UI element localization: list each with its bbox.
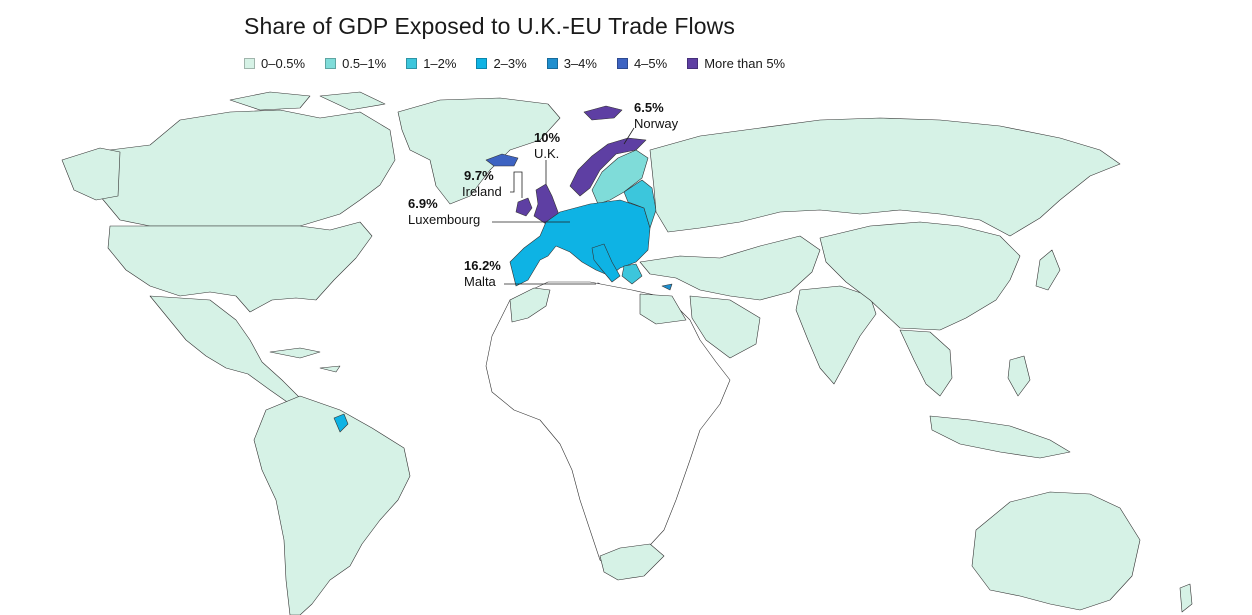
legend-label: 0–0.5% (261, 56, 306, 71)
legend-swatch (476, 58, 488, 69)
legend-label: 2–3% (493, 56, 527, 71)
africa (485, 281, 731, 571)
new-zealand (1179, 583, 1193, 613)
callout-value: 10% (534, 130, 560, 145)
arabian-peninsula (689, 295, 761, 359)
russia (649, 117, 1121, 237)
french-guiana (333, 413, 349, 433)
south-africa (599, 543, 665, 581)
southeast-asia (899, 329, 953, 397)
legend-swatch (406, 58, 418, 69)
legend-label: 1–2% (423, 56, 457, 71)
legend-item-6: More than 5% (687, 56, 785, 71)
legend-item-2: 1–2% (406, 56, 456, 71)
mexico-central-america (149, 295, 301, 405)
ireland (515, 197, 533, 217)
callout-label: Malta (464, 274, 497, 289)
norway (569, 137, 647, 197)
svalbard (583, 105, 623, 121)
caribbean (269, 347, 341, 373)
greece (621, 263, 643, 285)
callout-label: U.K. (534, 146, 559, 161)
cyprus (661, 283, 673, 291)
morocco (509, 287, 551, 323)
japan (1035, 249, 1061, 291)
callout-value: 16.2% (464, 258, 501, 273)
greenland (397, 97, 561, 205)
legend-swatch (546, 58, 558, 69)
legend-item-0: 0–0.5% (244, 56, 305, 71)
callout-luxembourg: 6.9% Luxembourg (408, 196, 570, 227)
egypt (639, 293, 687, 325)
italy (591, 243, 621, 283)
legend-item-3: 2–3% (476, 56, 527, 71)
map-title: Share of GDP Exposed to U.K.-EU Trade Fl… (244, 13, 735, 39)
callout-norway: 6.5% Norway (623, 100, 679, 145)
callout-label: Norway (634, 116, 679, 131)
south-america (253, 395, 411, 615)
callout-value: 6.9% (408, 196, 438, 211)
legend-label: 0.5–1% (342, 56, 387, 71)
arctic-islands (229, 91, 386, 111)
united-states (107, 221, 373, 313)
legend-swatch (325, 58, 337, 69)
legend-label: More than 5% (704, 56, 786, 71)
middle-east-central-asia (639, 235, 821, 301)
legend-item-1: 0.5–1% (325, 56, 386, 71)
callout-malta: 16.2% Malta (464, 258, 596, 289)
india (795, 285, 877, 385)
callout-uk: 10% U.K. (534, 130, 560, 184)
legend-label: 3–4% (563, 56, 597, 71)
callout-value: 9.7% (464, 168, 494, 183)
alaska (61, 147, 121, 201)
callout-value: 6.5% (634, 100, 664, 115)
philippines (1007, 355, 1031, 397)
legend: 0–0.5% 0.5–1% 1–2% 2–3% 3–4% 4–5% More t… (244, 56, 805, 71)
iceland (485, 153, 519, 167)
legend-swatch (687, 58, 699, 69)
australia (971, 491, 1141, 611)
callout-label: Luxembourg (408, 212, 480, 227)
callout-ireland: 9.7% Ireland (462, 168, 523, 199)
legend-swatch (616, 58, 628, 69)
callout-label: Ireland (462, 184, 502, 199)
legend-item-5: 4–5% (616, 56, 668, 71)
legend-label: 4–5% (633, 56, 668, 71)
legend-item-4: 3–4% (546, 56, 597, 71)
china-mongolia (819, 221, 1021, 331)
legend-swatch (244, 58, 255, 69)
indonesia (929, 415, 1071, 459)
eastern-eu (623, 179, 657, 229)
